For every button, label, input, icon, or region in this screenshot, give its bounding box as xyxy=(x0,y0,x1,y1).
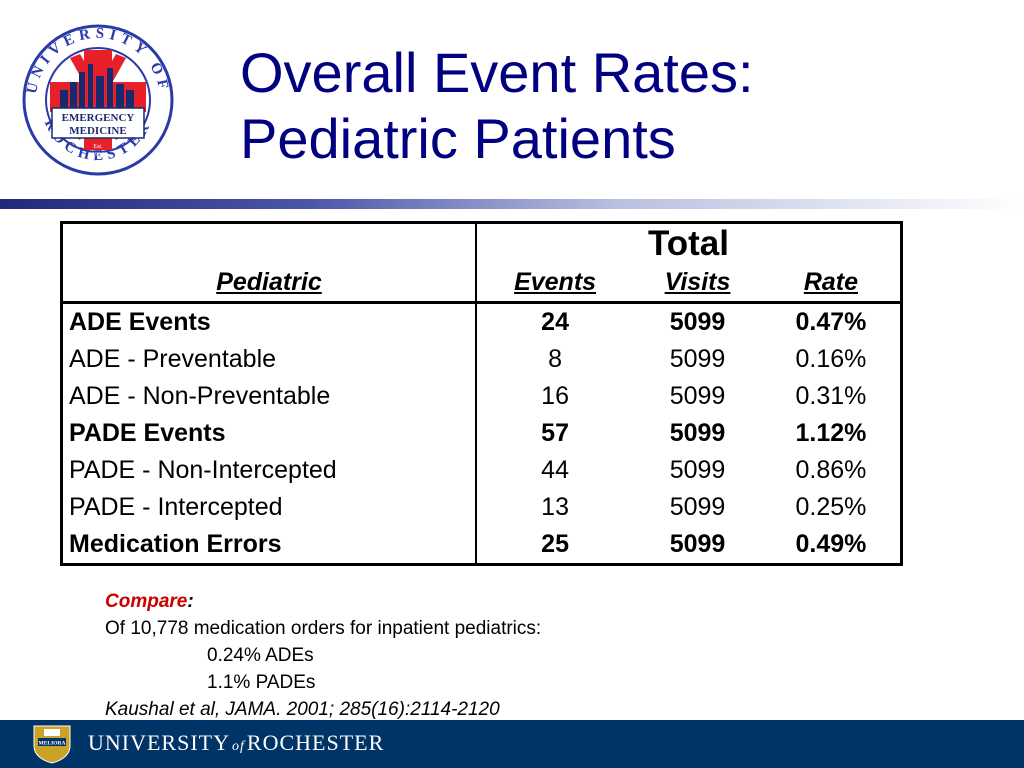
title-line-1: Overall Event Rates: xyxy=(240,41,754,104)
comparison-note: Compare: Of 10,778 medication orders for… xyxy=(105,588,805,723)
seal-text: MELIORA xyxy=(39,741,66,747)
wordmark-part2: ROCHESTER xyxy=(246,730,385,755)
rate-cell: 0.16% xyxy=(795,345,867,373)
visits-cell: 5099 xyxy=(669,530,726,558)
table-row: PADE - Non-Intercepted 44 5099 0.86% xyxy=(61,452,902,489)
logo-banner-line1: EMERGENCY xyxy=(62,112,135,124)
table-row: PADE Events 57 5099 1.12% xyxy=(61,415,902,452)
table-row: Medication Errors 25 5099 0.49% xyxy=(61,526,902,565)
events-cell: 8 xyxy=(548,345,563,373)
rate-cell: 0.25% xyxy=(795,493,867,521)
column-header-rate: Rate xyxy=(761,264,902,304)
note-citation: Kaushal et al, JAMA. 2001; 285(16):2114-… xyxy=(105,699,500,720)
visits-cell: 5099 xyxy=(669,419,726,447)
rate-cell: 0.49% xyxy=(795,530,867,558)
slide-title: Overall Event Rates: Pediatric Patients xyxy=(240,40,754,172)
university-seal-icon: MELIORA xyxy=(33,725,71,764)
event-rates-table: Total Pediatric Events Visits Rate ADE E… xyxy=(60,221,903,566)
visits-cell: 5099 xyxy=(669,382,726,410)
column-header-events: Events xyxy=(476,264,634,304)
table-group-header-row: Total xyxy=(61,222,902,264)
events-cell: 24 xyxy=(541,308,569,336)
table-column-header-row: Pediatric Events Visits Rate xyxy=(61,264,902,304)
note-compare-label: Compare xyxy=(105,591,188,612)
note-line-3: 1.1% PADEs xyxy=(207,672,316,693)
group-header-total: Total xyxy=(647,224,729,263)
title-line-2: Pediatric Patients xyxy=(240,107,676,170)
events-cell: 13 xyxy=(541,493,569,521)
logo-banner-line2: MEDICINE xyxy=(69,125,126,137)
events-cell: 16 xyxy=(541,382,569,410)
table-row: PADE - Intercepted 13 5099 0.25% xyxy=(61,489,902,526)
row-label: ADE - Non-Preventable xyxy=(61,378,477,415)
rate-cell: 0.86% xyxy=(795,456,867,484)
rate-cell: 1.12% xyxy=(795,419,867,447)
visits-cell: 5099 xyxy=(669,308,726,336)
events-cell: 25 xyxy=(541,530,569,558)
table-row: ADE Events 24 5099 0.47% xyxy=(61,302,902,341)
column-header-visits: Visits xyxy=(633,264,762,304)
rate-cell: 0.31% xyxy=(795,382,867,410)
logo-year: 1994 xyxy=(92,152,104,158)
table-row: ADE - Non-Preventable 16 5099 0.31% xyxy=(61,378,902,415)
wordmark-of: of xyxy=(232,739,245,754)
wordmark-part1: UNIVERSITY xyxy=(88,730,230,755)
skyline-icon xyxy=(60,64,134,108)
row-label: PADE - Non-Intercepted xyxy=(61,452,477,489)
note-compare-line: Compare: xyxy=(105,588,805,615)
note-line-2: 0.24% ADEs xyxy=(207,645,314,666)
row-header-pediatric: Pediatric xyxy=(61,264,477,304)
row-label: ADE - Preventable xyxy=(61,341,477,378)
visits-cell: 5099 xyxy=(669,345,726,373)
events-cell: 57 xyxy=(541,419,569,447)
visits-cell: 5099 xyxy=(669,456,726,484)
table-row: ADE - Preventable 8 5099 0.16% xyxy=(61,341,902,378)
row-label: ADE Events xyxy=(61,302,477,341)
row-label: Medication Errors xyxy=(61,526,477,565)
row-label: PADE Events xyxy=(61,415,477,452)
rate-cell: 0.47% xyxy=(795,308,867,336)
emergency-medicine-logo: UNIVERSITY OF ROCHESTER EMERGENCY MEDICI… xyxy=(22,24,174,176)
header-blank-cell xyxy=(61,222,477,264)
university-wordmark: UNIVERSITY ofROCHESTER xyxy=(88,730,384,756)
note-line-1: Of 10,778 medication orders for inpatien… xyxy=(105,618,542,639)
title-divider xyxy=(0,199,1024,209)
events-cell: 44 xyxy=(541,456,569,484)
note-colon: : xyxy=(187,591,194,612)
row-label: PADE - Intercepted xyxy=(61,489,477,526)
footer-bar: MELIORA UNIVERSITY ofROCHESTER xyxy=(0,720,1024,768)
logo-est: Est. xyxy=(93,144,103,150)
visits-cell: 5099 xyxy=(669,493,726,521)
